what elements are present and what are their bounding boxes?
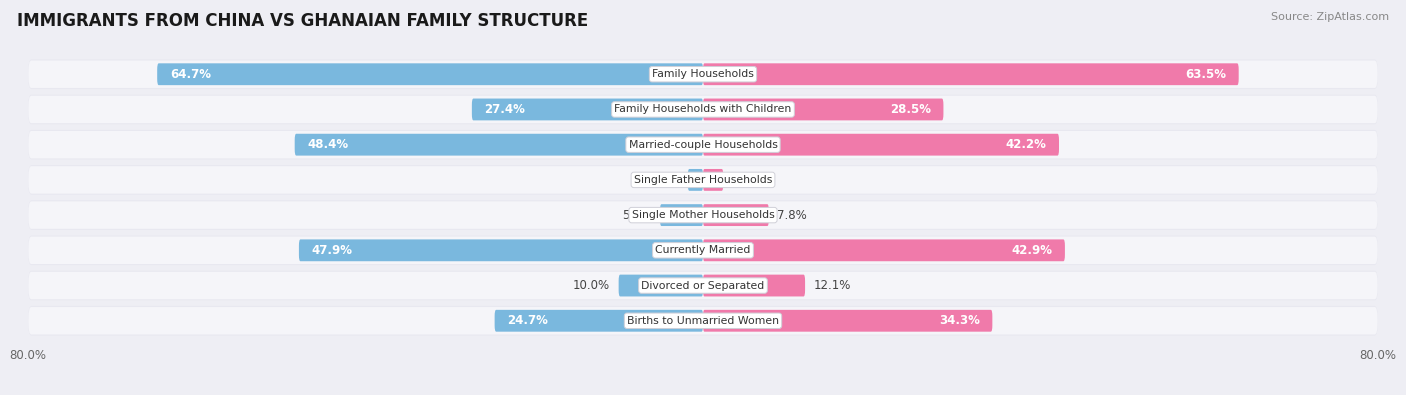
FancyBboxPatch shape bbox=[28, 271, 1378, 300]
FancyBboxPatch shape bbox=[28, 272, 1378, 299]
Text: 5.1%: 5.1% bbox=[621, 209, 651, 222]
Text: 10.0%: 10.0% bbox=[574, 279, 610, 292]
FancyBboxPatch shape bbox=[28, 237, 1378, 264]
Text: Births to Unmarried Women: Births to Unmarried Women bbox=[627, 316, 779, 326]
Text: 48.4%: 48.4% bbox=[308, 138, 349, 151]
FancyBboxPatch shape bbox=[28, 131, 1378, 158]
Text: IMMIGRANTS FROM CHINA VS GHANAIAN FAMILY STRUCTURE: IMMIGRANTS FROM CHINA VS GHANAIAN FAMILY… bbox=[17, 12, 588, 30]
Text: 42.2%: 42.2% bbox=[1005, 138, 1046, 151]
Text: Married-couple Households: Married-couple Households bbox=[628, 140, 778, 150]
Text: 7.8%: 7.8% bbox=[778, 209, 807, 222]
FancyBboxPatch shape bbox=[703, 63, 1239, 85]
FancyBboxPatch shape bbox=[28, 60, 1378, 89]
Text: 63.5%: 63.5% bbox=[1185, 68, 1226, 81]
Text: 42.9%: 42.9% bbox=[1011, 244, 1052, 257]
FancyBboxPatch shape bbox=[703, 98, 943, 120]
Text: Single Mother Households: Single Mother Households bbox=[631, 210, 775, 220]
FancyBboxPatch shape bbox=[703, 134, 1059, 156]
FancyBboxPatch shape bbox=[619, 275, 703, 297]
Text: 47.9%: 47.9% bbox=[312, 244, 353, 257]
Text: 24.7%: 24.7% bbox=[508, 314, 548, 327]
Text: 1.8%: 1.8% bbox=[650, 173, 679, 186]
Text: Currently Married: Currently Married bbox=[655, 245, 751, 255]
FancyBboxPatch shape bbox=[28, 96, 1378, 123]
FancyBboxPatch shape bbox=[299, 239, 703, 261]
FancyBboxPatch shape bbox=[28, 200, 1378, 230]
FancyBboxPatch shape bbox=[703, 275, 806, 297]
Text: Family Households with Children: Family Households with Children bbox=[614, 104, 792, 115]
Text: 2.4%: 2.4% bbox=[731, 173, 762, 186]
FancyBboxPatch shape bbox=[495, 310, 703, 332]
FancyBboxPatch shape bbox=[28, 60, 1378, 88]
Text: Single Father Households: Single Father Households bbox=[634, 175, 772, 185]
FancyBboxPatch shape bbox=[472, 98, 703, 120]
FancyBboxPatch shape bbox=[659, 204, 703, 226]
FancyBboxPatch shape bbox=[703, 169, 723, 191]
FancyBboxPatch shape bbox=[28, 201, 1378, 229]
Text: Source: ZipAtlas.com: Source: ZipAtlas.com bbox=[1271, 12, 1389, 22]
FancyBboxPatch shape bbox=[703, 204, 769, 226]
FancyBboxPatch shape bbox=[703, 239, 1064, 261]
FancyBboxPatch shape bbox=[28, 235, 1378, 265]
Text: 64.7%: 64.7% bbox=[170, 68, 211, 81]
FancyBboxPatch shape bbox=[28, 95, 1378, 124]
FancyBboxPatch shape bbox=[157, 63, 703, 85]
FancyBboxPatch shape bbox=[28, 130, 1378, 160]
Text: 27.4%: 27.4% bbox=[485, 103, 526, 116]
Text: 28.5%: 28.5% bbox=[890, 103, 931, 116]
Text: Family Households: Family Households bbox=[652, 69, 754, 79]
FancyBboxPatch shape bbox=[28, 306, 1378, 335]
Text: Divorced or Separated: Divorced or Separated bbox=[641, 280, 765, 291]
FancyBboxPatch shape bbox=[28, 307, 1378, 335]
FancyBboxPatch shape bbox=[295, 134, 703, 156]
Text: 12.1%: 12.1% bbox=[814, 279, 851, 292]
FancyBboxPatch shape bbox=[28, 165, 1378, 195]
Text: 34.3%: 34.3% bbox=[939, 314, 980, 327]
FancyBboxPatch shape bbox=[703, 310, 993, 332]
FancyBboxPatch shape bbox=[28, 166, 1378, 194]
FancyBboxPatch shape bbox=[688, 169, 703, 191]
